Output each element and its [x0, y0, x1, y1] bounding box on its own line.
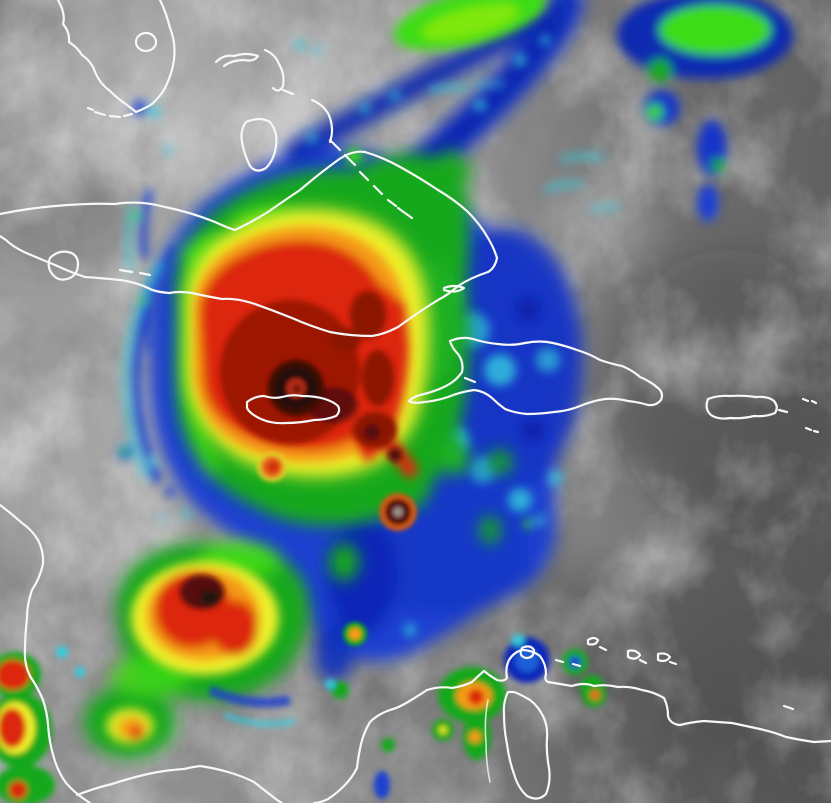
south-cells [257, 452, 417, 646]
coastline-florida [56, 0, 176, 119]
left-edge-convective-cells [0, 646, 85, 803]
ir-color-field [0, 0, 793, 803]
coastline-puerto-rico [705, 394, 820, 434]
coastline-jamaica [245, 394, 341, 425]
storm-core-layers [185, 208, 430, 478]
hurricane-eye [268, 360, 324, 416]
coastline-hispaniola [407, 284, 664, 416]
west-spiral-arcs [117, 189, 190, 521]
coastline-lesser-antilles [519, 636, 795, 711]
southwest-convective-cluster [84, 542, 309, 758]
northeast-storm-band [345, 0, 793, 222]
coastline-colombia-panama [75, 688, 429, 803]
coastline-bahamas [214, 48, 414, 220]
coastline-venezuela [425, 648, 831, 800]
coastline-central-america [0, 503, 92, 803]
